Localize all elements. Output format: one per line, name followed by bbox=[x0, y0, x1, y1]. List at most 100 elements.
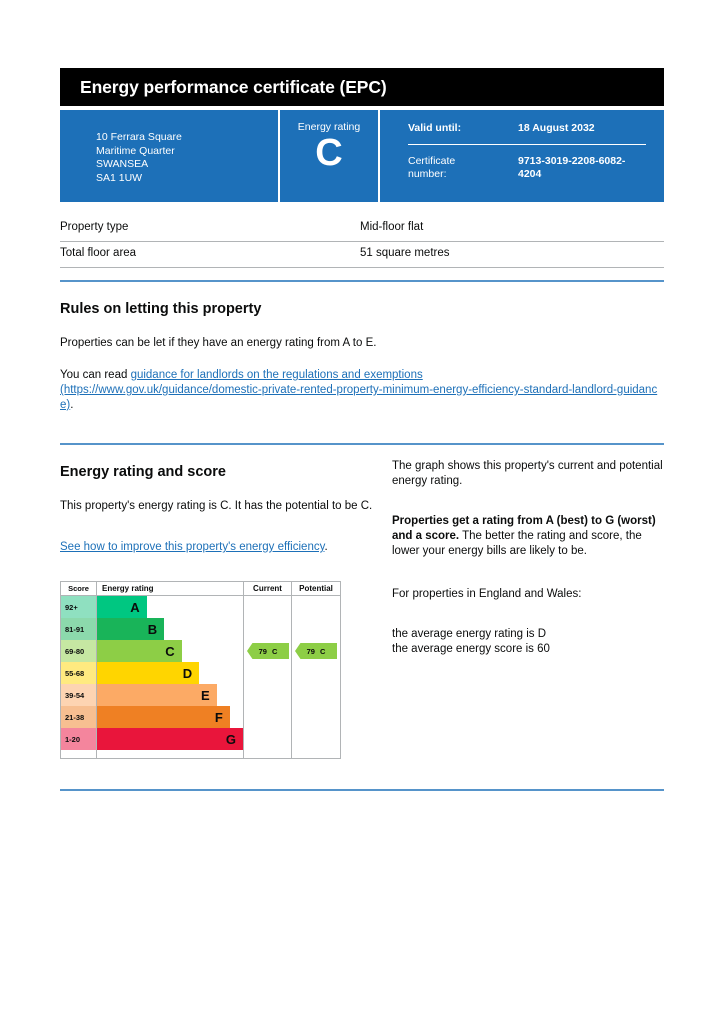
certificate-number-row: Certificate number: 9713-3019-2208-6082-4… bbox=[408, 155, 646, 181]
current-rating-letter: C bbox=[271, 646, 278, 656]
epc-potential-f bbox=[292, 706, 340, 728]
epc-potential-d bbox=[292, 662, 340, 684]
epc-col-current: Current bbox=[244, 582, 292, 595]
epc-band-row-b: 81-91 B bbox=[61, 618, 340, 640]
certificate-number-label: Certificate number: bbox=[408, 155, 456, 180]
epc-band-c: C bbox=[97, 640, 182, 662]
epc-potential-e bbox=[292, 684, 340, 706]
improve-suffix: . bbox=[324, 541, 328, 553]
epc-col-potential: Potential bbox=[299, 584, 333, 593]
epc-score-f: 21-38 bbox=[61, 706, 97, 728]
valid-until-row: Valid until: 18 August 2032 bbox=[408, 122, 646, 135]
epc-foot-potential bbox=[292, 750, 340, 758]
epc-score-d: 55-68 bbox=[61, 662, 97, 684]
rating-and-score-section: Energy rating and score This property's … bbox=[60, 445, 664, 759]
epc-foot-band bbox=[97, 750, 244, 758]
table-row: Property type Mid-floor flat bbox=[60, 216, 664, 242]
region-averages: the average energy rating is D the avera… bbox=[392, 627, 664, 657]
landlord-guidance-link[interactable]: guidance for landlords on the regulation… bbox=[130, 369, 423, 381]
graph-intro-paragraph: The graph shows this property's current … bbox=[392, 460, 663, 487]
epc-band-row-f: 21-38 F bbox=[61, 706, 340, 728]
rating-scale-paragraph: Properties get a rating from A (best) to… bbox=[392, 514, 664, 559]
address-line-3: SWANSEA bbox=[96, 158, 149, 170]
epc-header-row: Score Energy rating Current Potential bbox=[61, 582, 340, 596]
address-line-2: Maritime Quarter bbox=[96, 144, 175, 157]
potential-rating-arrow: 79 C bbox=[295, 643, 337, 659]
rating-scale-rest: The better the rating and score, the low… bbox=[392, 530, 642, 557]
current-score-value: 79 bbox=[258, 646, 267, 656]
epc-current-f bbox=[244, 706, 292, 728]
epc-col-score: Score bbox=[61, 582, 97, 595]
epc-band-row-g: 1-20 G bbox=[61, 728, 340, 750]
property-type-label: Property type bbox=[60, 221, 129, 233]
average-score-text: the average energy score is 60 bbox=[392, 643, 550, 655]
energy-rating-label: Energy rating bbox=[297, 121, 361, 133]
epc-band-b: B bbox=[97, 618, 165, 640]
epc-footer-row bbox=[61, 750, 340, 758]
landlord-guidance-url[interactable]: (https://www.gov.uk/guidance/domestic-pr… bbox=[60, 384, 658, 411]
epc-current-e bbox=[244, 684, 292, 706]
letting-rules-paragraph: Properties can be let if they have an en… bbox=[60, 337, 377, 349]
epc-band-row-d: 55-68 D bbox=[61, 662, 340, 684]
current-rating-arrow: 79 C bbox=[247, 643, 289, 659]
epc-band-row-c: 69-80 C 79 C 79 C bbox=[61, 640, 340, 662]
epc-foot-current bbox=[244, 750, 292, 758]
epc-band-d: D bbox=[97, 662, 200, 684]
section-divider-2 bbox=[60, 443, 664, 445]
epc-current-b bbox=[244, 618, 292, 640]
improve-efficiency-link[interactable]: See how to improve this property's energ… bbox=[60, 541, 325, 553]
rating-section-heading: Energy rating and score bbox=[60, 464, 226, 480]
address-line-4: SA1 1UW bbox=[96, 171, 143, 184]
valid-until-label: Valid until: bbox=[408, 122, 462, 134]
total-floor-area-label: Total floor area bbox=[60, 247, 137, 259]
table-row: Total floor area 51 square metres bbox=[60, 242, 664, 268]
potential-score-value: 79 bbox=[306, 646, 315, 656]
epc-foot-score bbox=[61, 750, 97, 758]
section-divider bbox=[60, 280, 664, 282]
epc-score-b: 81-91 bbox=[61, 618, 97, 640]
rating-section-paragraph: This property's energy rating is C. It h… bbox=[60, 500, 373, 512]
epc-potential-a bbox=[292, 596, 340, 618]
potential-rating-letter: C bbox=[319, 646, 326, 656]
guidance-suffix: . bbox=[70, 399, 74, 411]
epc-band-a: A bbox=[97, 596, 147, 618]
epc-col-energy-rating: Energy rating bbox=[97, 582, 244, 595]
bottom-divider bbox=[60, 789, 664, 791]
average-rating-text: the average energy rating is D bbox=[392, 628, 547, 640]
document-title-bar: Energy performance certificate (EPC) bbox=[60, 68, 664, 106]
certificate-number-value: 9713-3019-2208-6082-4204 bbox=[518, 155, 626, 180]
guidance-prefix: You can read bbox=[60, 369, 131, 381]
property-type-value: Mid-floor flat bbox=[360, 221, 424, 233]
epc-current-c: 79 C bbox=[244, 640, 292, 662]
page-title: Energy performance certificate (EPC) bbox=[80, 76, 387, 97]
epc-score-a: 92+ bbox=[61, 596, 97, 618]
epc-band-f: F bbox=[97, 706, 230, 728]
epc-score-g: 1-20 bbox=[61, 728, 97, 750]
summary-band: 10 Ferrara Square Maritime Quarter SWANS… bbox=[60, 110, 664, 202]
energy-rating-letter: C bbox=[315, 132, 343, 174]
total-floor-area-value: 51 square metres bbox=[360, 247, 450, 259]
epc-score-e: 39-54 bbox=[61, 684, 97, 706]
rating-left-column: Energy rating and score This property's … bbox=[60, 445, 390, 759]
epc-score-c: 69-80 bbox=[61, 640, 97, 662]
epc-current-a bbox=[244, 596, 292, 618]
epc-potential-b bbox=[292, 618, 340, 640]
address-line-1: 10 Ferrara Square bbox=[96, 131, 182, 143]
epc-bandarea-d: D bbox=[97, 662, 244, 684]
epc-band-row-e: 39-54 E bbox=[61, 684, 340, 706]
epc-band-e: E bbox=[97, 684, 217, 706]
certificate-meta: Valid until: 18 August 2032 Certificate n… bbox=[378, 110, 664, 202]
energy-rating-block: Energy rating C bbox=[278, 110, 378, 202]
epc-document: Energy performance certificate (EPC) 10 … bbox=[60, 68, 664, 791]
rating-scale-bold: Properties get a rating from A (best) to… bbox=[392, 515, 656, 542]
letting-rules-heading: Rules on letting this property bbox=[60, 301, 262, 317]
epc-current-d bbox=[244, 662, 292, 684]
property-address: 10 Ferrara Square Maritime Quarter SWANS… bbox=[60, 110, 278, 202]
meta-divider bbox=[408, 144, 646, 145]
epc-bandarea-c: C bbox=[97, 640, 244, 662]
property-details-table: Property type Mid-floor flat Total floor… bbox=[60, 216, 664, 268]
region-intro-paragraph: For properties in England and Wales: bbox=[392, 588, 582, 600]
epc-potential-c: 79 C bbox=[292, 640, 340, 662]
epc-bandarea-f: F bbox=[97, 706, 244, 728]
improve-efficiency-paragraph: See how to improve this property's energ… bbox=[60, 540, 390, 555]
